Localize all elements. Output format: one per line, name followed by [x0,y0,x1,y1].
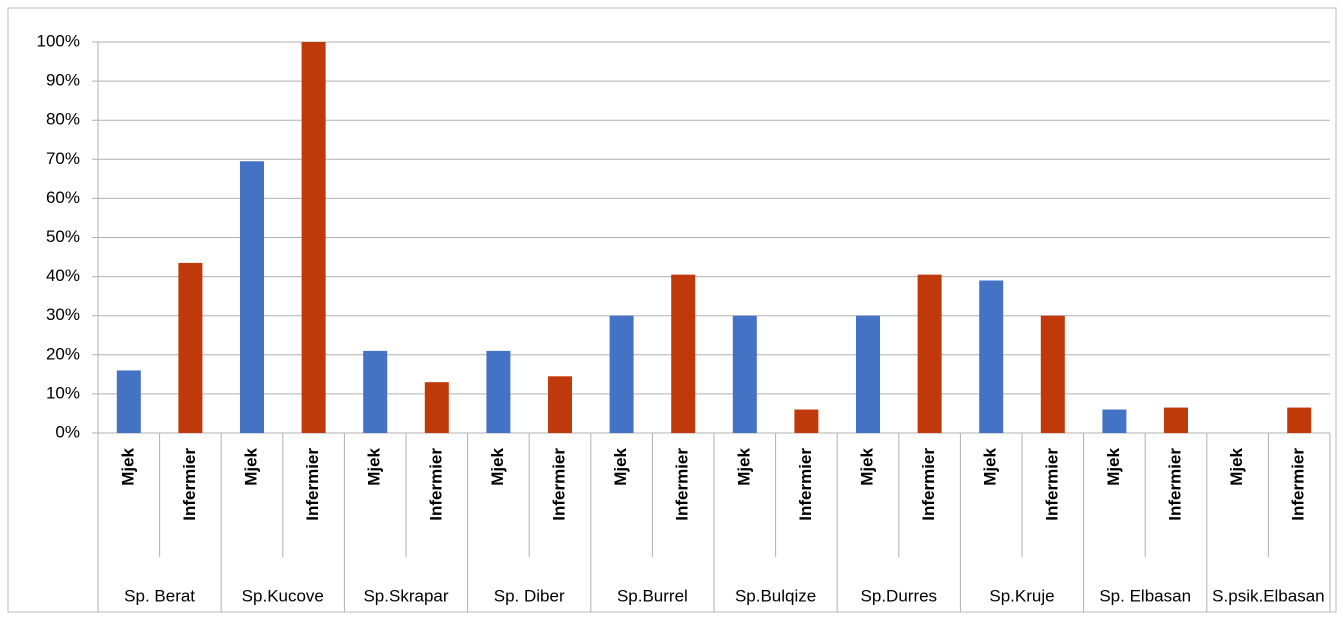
x-tick-label: Mjek [981,447,1000,485]
y-tick-label: 80% [46,110,80,129]
group-label: Sp.Skrapar [363,586,448,605]
y-tick-label: 10% [46,383,80,402]
x-tick-label: Infermier [796,448,815,521]
bar [671,274,696,433]
group-label: Sp.Kucove [242,586,324,605]
bar [1287,407,1312,433]
bar [979,280,1004,433]
y-tick-label: 50% [46,227,80,246]
group-label: Sp. Berat [124,586,195,605]
bar [732,315,757,433]
x-tick-label: Infermier [1289,448,1308,521]
group-label: Sp.Durres [861,586,938,605]
group-label: Sp.Kruje [989,586,1054,605]
y-tick-label: 20% [46,344,80,363]
bar [363,350,388,433]
y-tick-label: 70% [46,149,80,168]
group-label: S.psik.Elbasan [1212,586,1324,605]
bar [856,315,880,433]
x-tick-label: Infermier [1042,448,1061,521]
x-tick-label: Mjek [611,447,630,485]
bar [116,370,141,433]
group-label: Sp.Bulqize [735,586,816,605]
x-tick-label: Mjek [734,447,753,485]
x-tick-label: Mjek [365,447,384,485]
y-tick-label: 90% [46,71,80,90]
bar [609,315,634,433]
x-tick-label: Infermier [303,448,322,521]
bar [1040,315,1065,433]
y-tick-label: 30% [46,305,80,324]
x-tick-label: Infermier [1165,448,1184,521]
x-tick-label: Mjek [488,447,507,485]
group-label: Sp. Diber [494,586,565,605]
group-label: Sp.Burrel [617,586,688,605]
group-label: Sp. Elbasan [1099,586,1191,605]
y-tick-label: 60% [46,188,80,207]
x-tick-label: Infermier [549,448,568,521]
x-tick-label: Mjek [857,447,876,485]
bar [917,274,942,433]
x-tick-label: Mjek [1104,447,1123,485]
y-tick-label: 40% [46,266,80,285]
x-tick-label: Infermier [426,448,445,521]
x-tick-label: Infermier [919,448,938,521]
bar [240,161,264,433]
x-tick-label: Infermier [673,448,692,521]
x-tick-label: Mjek [1227,447,1246,485]
x-tick-label: Mjek [118,447,137,485]
bar [1102,409,1127,433]
bar [548,376,572,433]
x-tick-label: Infermier [180,448,199,521]
y-tick-label: 0% [55,422,80,441]
bar [794,409,819,433]
bar [1164,407,1188,433]
bar [424,382,449,433]
bar [178,262,203,433]
bar [301,42,326,433]
y-tick-label: 100% [37,31,80,50]
bar [486,350,511,433]
x-tick-label: Mjek [241,447,260,485]
